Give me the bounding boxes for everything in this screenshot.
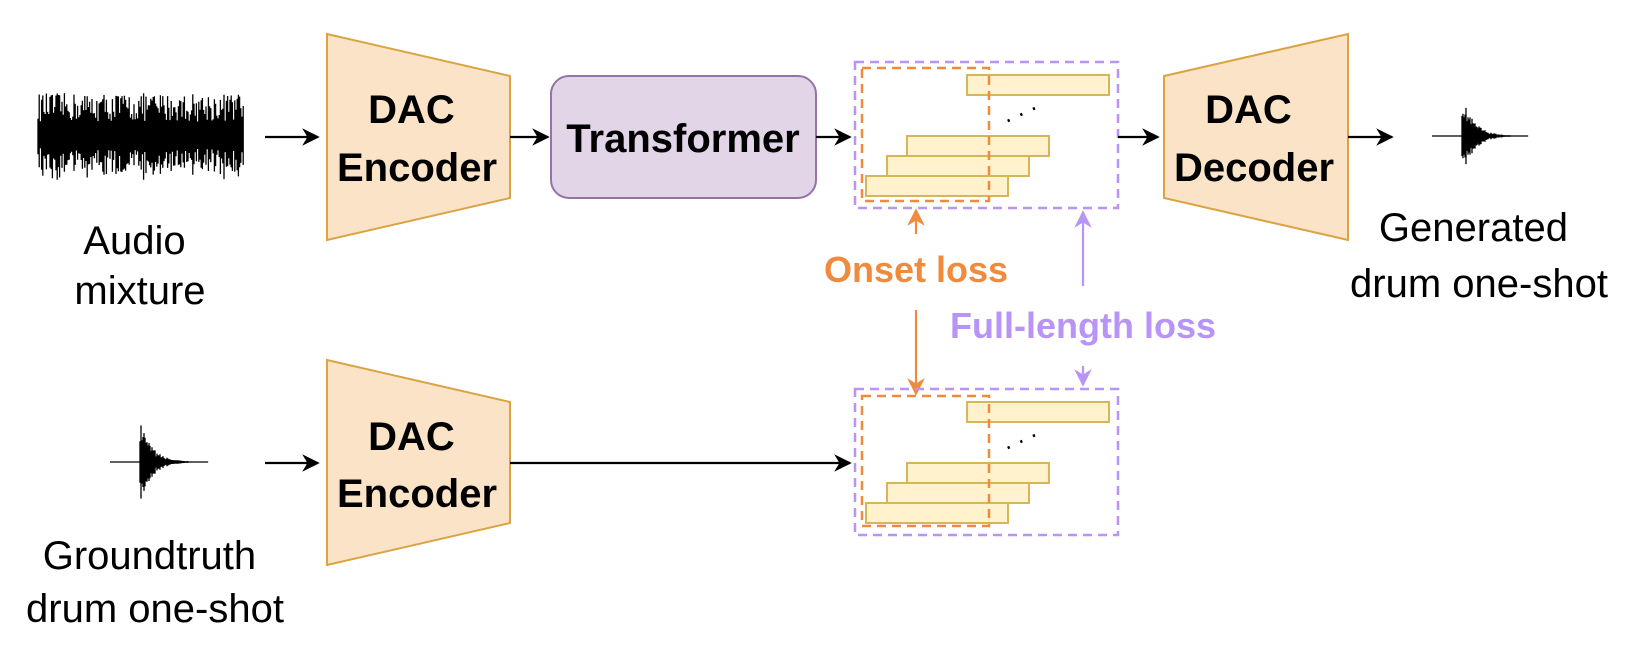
target-token-grid: · · ·	[853, 387, 1120, 537]
token-bar	[865, 502, 1009, 524]
token-bar	[865, 175, 1009, 197]
bottom-dac-encoder-block	[326, 358, 511, 567]
dac-decoder-block	[1163, 32, 1349, 242]
audio-mixture-label: Audio mixture	[74, 219, 205, 313]
diagonal-ellipsis-icon: · · ·	[1001, 97, 1043, 134]
top-dac-encoder-block	[326, 32, 511, 242]
generated-drum-label: Generated drum one-shot	[1350, 206, 1608, 306]
token-bar	[966, 74, 1110, 96]
groundtruth-drum-label: Groundtruth drum one-shot	[26, 534, 284, 631]
diagonal-ellipsis-icon: · · ·	[1001, 424, 1043, 461]
token-bar	[906, 462, 1050, 484]
onset-loss-label: Onset loss	[824, 249, 1008, 290]
token-bar	[886, 155, 1030, 177]
groundtruth-oneshot-waveform-icon	[110, 425, 209, 499]
target-full-length-region	[853, 387, 1120, 537]
predicted-token-grid: · · ·	[853, 60, 1120, 210]
bottom-dac-encoder-label: DAC Encoder	[337, 415, 497, 516]
token-bar	[906, 135, 1050, 157]
token-bar	[886, 482, 1030, 504]
dac-decoder-label: DAC Decoder	[1174, 88, 1334, 190]
token-bar	[966, 401, 1110, 423]
generated-oneshot-waveform-icon	[1432, 107, 1529, 165]
target-onset-region	[860, 394, 991, 528]
predicted-full-length-region	[853, 60, 1120, 210]
full-length-loss-label: Full-length loss	[950, 305, 1216, 346]
predicted-onset-region	[860, 66, 991, 203]
top-dac-encoder-label: DAC Encoder	[337, 88, 497, 190]
mixture-waveform-icon	[37, 93, 244, 180]
transformer-label: Transformer	[566, 117, 799, 161]
